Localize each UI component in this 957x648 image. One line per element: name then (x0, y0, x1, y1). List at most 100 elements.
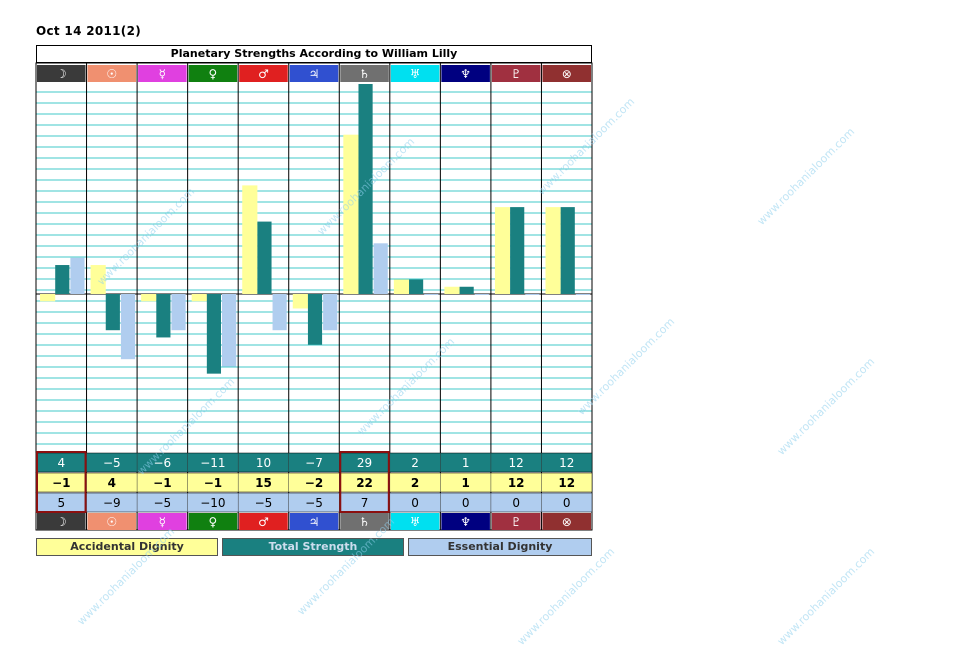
data-label: 12 (509, 456, 524, 470)
data-label: −2 (305, 476, 323, 490)
data-label: −5 (305, 496, 323, 510)
data-label: −1 (52, 476, 70, 490)
planet-header-bottom-cell (87, 513, 137, 530)
planet-header-bottom-symbol: ♇ (511, 515, 522, 529)
data-label: 12 (559, 456, 574, 470)
bar-total-strength (55, 265, 70, 294)
data-label: −5 (255, 496, 273, 510)
data-label: −1 (153, 476, 171, 490)
planet-header-top-cell (340, 65, 389, 82)
planet-header-top-symbol: ♅ (410, 67, 421, 81)
data-label: 4 (108, 476, 116, 490)
data-label: −11 (200, 456, 225, 470)
data-label: 0 (411, 496, 419, 510)
planet-header-top-cell (37, 65, 86, 82)
planet-header-top-cell (491, 65, 541, 82)
bar-essential-dignity (222, 294, 237, 367)
bar-total-strength (409, 279, 424, 294)
bar-accidental-dignity (40, 294, 56, 302)
data-label: −5 (103, 456, 121, 470)
data-label: 5 (57, 496, 65, 510)
data-label: 12 (558, 476, 575, 490)
bar-total-strength (307, 294, 323, 345)
data-label: −5 (154, 496, 172, 510)
data-label: 1 (461, 476, 469, 490)
planet-header-top-cell (390, 65, 440, 82)
planet-header-bottom-symbol: ♀ (209, 515, 218, 529)
bar-accidental-dignity (242, 185, 258, 294)
bar-total-strength (257, 221, 272, 294)
bar-essential-dignity (171, 294, 186, 331)
bar-essential-dignity (474, 294, 489, 295)
planet-header-top-cell (239, 65, 288, 82)
planet-header-top-symbol: ⊗ (562, 67, 572, 81)
planet-header-bottom-symbol: ♂ (258, 515, 269, 529)
planet-header-bottom-cell (289, 513, 339, 530)
bar-accidental-dignity (90, 265, 106, 294)
data-label: −10 (200, 496, 225, 510)
data-label: 15 (255, 476, 272, 490)
data-label: 0 (563, 496, 571, 510)
bar-essential-dignity (70, 257, 85, 294)
data-label: 2 (411, 476, 419, 490)
bar-essential-dignity (323, 294, 338, 331)
highlight-box (36, 451, 87, 513)
planet-header-bottom-cell (390, 513, 440, 530)
planet-header-top-cell (138, 65, 187, 82)
planet-header-top-symbol: ♀ (209, 67, 218, 81)
data-label: 22 (356, 476, 373, 490)
bar-accidental-dignity (545, 207, 561, 294)
data-label: 0 (462, 496, 470, 510)
bar-total-strength (105, 294, 120, 331)
planet-header-bottom-symbol: ♅ (410, 515, 421, 529)
planet-header-bottom-symbol: ☉ (106, 515, 117, 529)
highlight-box (339, 451, 390, 513)
bar-total-strength (560, 207, 575, 294)
bar-accidental-dignity (393, 279, 410, 294)
planet-header-top-symbol: ☿ (159, 67, 166, 81)
planet-header-bottom-cell (188, 513, 238, 530)
planet-header-bottom-symbol: ♃ (309, 515, 320, 529)
data-label: 1 (462, 456, 470, 470)
data-label: −9 (103, 496, 121, 510)
data-label: 2 (411, 456, 419, 470)
planet-header-top-symbol: ♄ (359, 67, 370, 81)
planet-header-bottom-cell (37, 513, 86, 530)
data-label: −1 (204, 476, 222, 490)
planet-header-top-cell (289, 65, 339, 82)
data-label: −7 (305, 456, 323, 470)
planet-header-bottom-cell (542, 513, 591, 530)
data-label: 12 (508, 476, 525, 490)
planet-header-top-symbol: ♃ (309, 67, 320, 81)
bar-accidental-dignity (292, 294, 308, 309)
bar-total-strength (206, 294, 221, 374)
bar-essential-dignity (120, 294, 136, 360)
planet-header-top-cell (188, 65, 238, 82)
legend-essential-dignity: Essential Dignity (408, 538, 592, 556)
planet-header-bottom-cell (340, 513, 389, 530)
bar-total-strength (358, 84, 373, 294)
planet-header-bottom-cell (239, 513, 288, 530)
bar-essential-dignity (373, 243, 388, 294)
data-label: 0 (512, 496, 520, 510)
planet-header-top-symbol: ☉ (106, 67, 117, 81)
legend-accidental-dignity: Accidental Dignity (36, 538, 218, 556)
chart-date: Oct 14 2011(2) (36, 24, 142, 38)
planet-header-bottom-cell (491, 513, 541, 530)
planet-header-top-symbol: ♇ (511, 67, 522, 81)
planet-header-top-cell (441, 65, 490, 82)
bar-essential-dignity (272, 294, 287, 331)
bar-accidental-dignity (444, 286, 460, 294)
bar-essential-dignity (525, 294, 540, 295)
bar-total-strength (459, 286, 474, 294)
bar-accidental-dignity (191, 294, 207, 302)
data-label: 29 (357, 456, 372, 470)
planet-header-bottom-symbol: ♄ (359, 515, 370, 529)
bar-accidental-dignity (141, 294, 157, 302)
legend-total-strength: Total Strength (222, 538, 404, 556)
bar-accidental-dignity (343, 134, 359, 294)
planet-header-bottom-symbol: ⊗ (562, 515, 572, 529)
planet-header-top-cell (87, 65, 137, 82)
data-label: 4 (57, 456, 65, 470)
planet-header-bottom-symbol: ♆ (460, 515, 471, 529)
